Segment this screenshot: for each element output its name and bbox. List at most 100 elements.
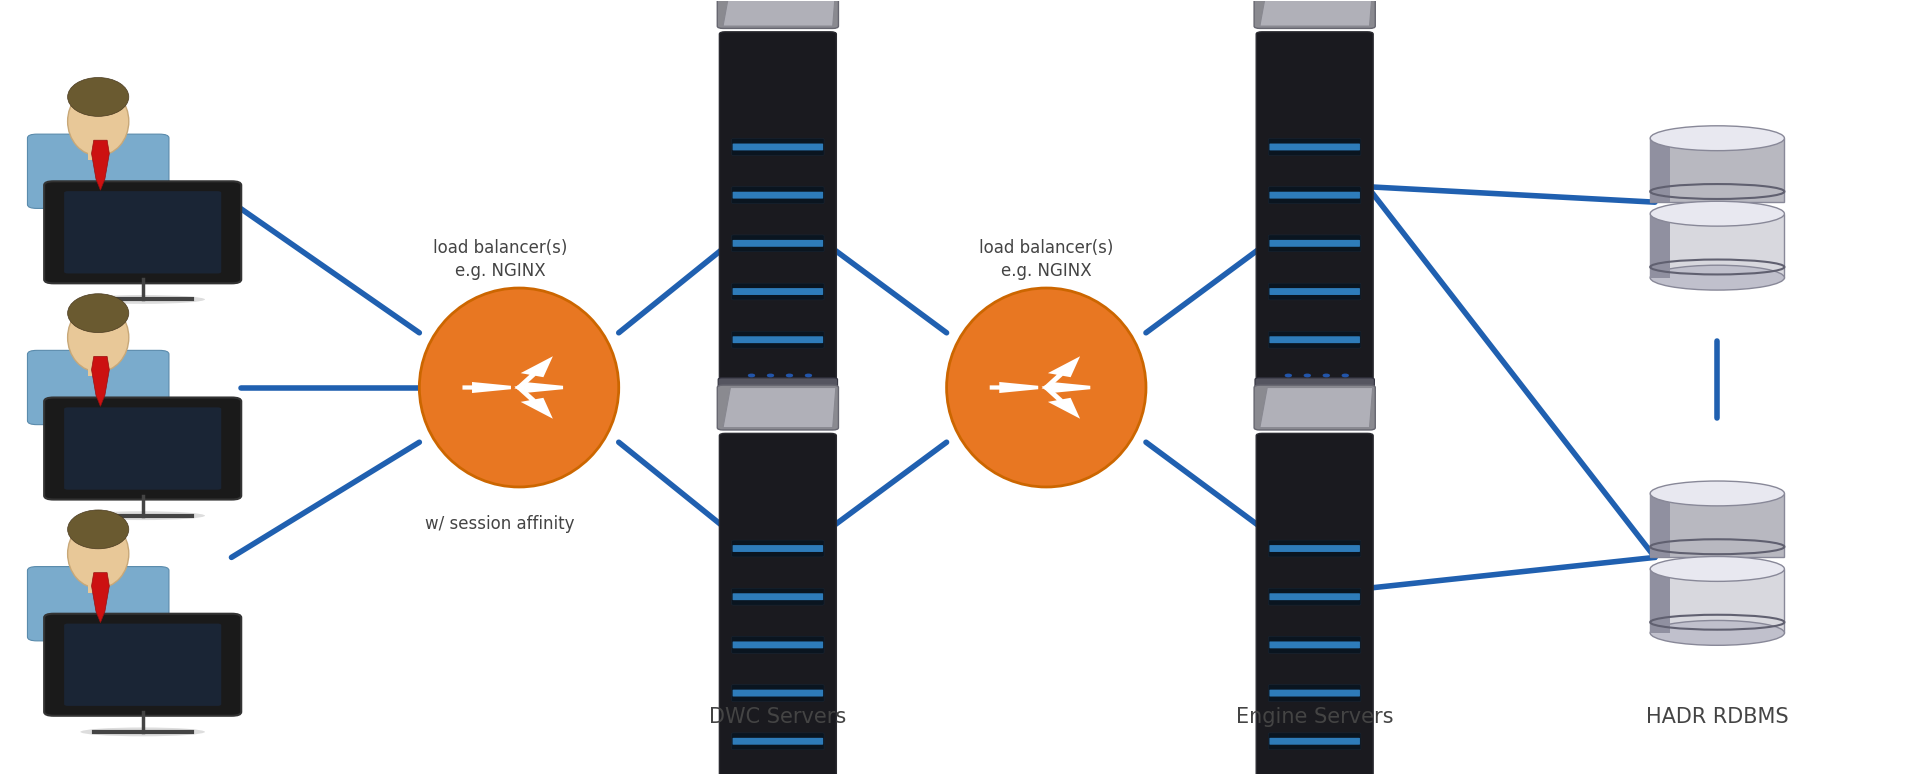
Ellipse shape [1649, 481, 1784, 506]
FancyBboxPatch shape [1649, 138, 1670, 202]
FancyBboxPatch shape [720, 32, 837, 390]
FancyBboxPatch shape [1269, 733, 1361, 749]
FancyArrow shape [518, 360, 549, 388]
FancyBboxPatch shape [27, 350, 169, 425]
Circle shape [787, 374, 793, 377]
FancyBboxPatch shape [720, 433, 837, 775]
Bar [88, 568, 108, 593]
FancyBboxPatch shape [1269, 540, 1361, 557]
FancyBboxPatch shape [732, 235, 824, 252]
Text: load balancer(s): load balancer(s) [432, 239, 566, 257]
Polygon shape [1260, 0, 1373, 26]
FancyBboxPatch shape [1269, 143, 1359, 150]
Ellipse shape [67, 78, 129, 116]
FancyBboxPatch shape [733, 642, 824, 649]
FancyBboxPatch shape [1269, 288, 1359, 295]
FancyBboxPatch shape [733, 545, 824, 552]
Polygon shape [92, 356, 109, 406]
Polygon shape [1260, 388, 1373, 428]
FancyBboxPatch shape [1256, 378, 1375, 401]
FancyBboxPatch shape [44, 614, 242, 716]
FancyBboxPatch shape [1269, 642, 1359, 649]
FancyBboxPatch shape [1269, 684, 1361, 701]
FancyBboxPatch shape [733, 240, 824, 246]
FancyBboxPatch shape [1649, 214, 1670, 277]
Text: Engine Servers: Engine Servers [1236, 708, 1394, 727]
FancyBboxPatch shape [733, 738, 824, 745]
Bar [1649, 138, 1784, 202]
Polygon shape [92, 573, 109, 622]
Text: e.g. NGINX: e.g. NGINX [1000, 262, 1092, 281]
FancyBboxPatch shape [733, 336, 824, 343]
Circle shape [1342, 374, 1348, 377]
FancyArrow shape [991, 384, 1039, 391]
FancyBboxPatch shape [63, 408, 221, 490]
Polygon shape [92, 140, 109, 190]
Text: DWC Servers: DWC Servers [708, 708, 847, 727]
Bar [1649, 494, 1784, 557]
FancyBboxPatch shape [1269, 545, 1359, 552]
FancyBboxPatch shape [732, 139, 824, 155]
FancyBboxPatch shape [44, 398, 242, 500]
FancyBboxPatch shape [1269, 235, 1361, 252]
FancyBboxPatch shape [1269, 332, 1361, 348]
FancyBboxPatch shape [63, 191, 221, 274]
FancyArrow shape [1046, 384, 1091, 391]
Text: load balancer(s): load balancer(s) [979, 239, 1114, 257]
FancyBboxPatch shape [1649, 569, 1670, 633]
FancyBboxPatch shape [1256, 433, 1373, 775]
Circle shape [749, 374, 755, 377]
FancyArrow shape [518, 384, 563, 391]
FancyBboxPatch shape [1269, 636, 1361, 653]
Circle shape [1323, 374, 1329, 377]
FancyArrow shape [465, 384, 511, 391]
FancyBboxPatch shape [733, 191, 824, 198]
Ellipse shape [81, 512, 205, 520]
Ellipse shape [1649, 265, 1784, 290]
Ellipse shape [67, 510, 129, 549]
Circle shape [1304, 374, 1309, 377]
FancyBboxPatch shape [1269, 588, 1361, 605]
FancyBboxPatch shape [732, 684, 824, 701]
FancyBboxPatch shape [1269, 191, 1359, 198]
Polygon shape [724, 0, 835, 26]
FancyBboxPatch shape [63, 624, 221, 706]
Ellipse shape [1649, 621, 1784, 646]
Circle shape [806, 374, 812, 377]
FancyBboxPatch shape [1254, 385, 1375, 430]
FancyBboxPatch shape [1649, 494, 1670, 557]
Ellipse shape [1649, 202, 1784, 226]
Bar [1649, 569, 1784, 633]
FancyBboxPatch shape [1254, 0, 1375, 29]
Ellipse shape [67, 87, 129, 156]
Bar [1649, 214, 1784, 277]
Polygon shape [724, 388, 835, 428]
Ellipse shape [67, 303, 129, 372]
FancyBboxPatch shape [1269, 139, 1361, 155]
Circle shape [1284, 374, 1292, 377]
FancyBboxPatch shape [732, 540, 824, 557]
FancyBboxPatch shape [1269, 594, 1359, 600]
FancyBboxPatch shape [27, 567, 169, 641]
FancyBboxPatch shape [1269, 283, 1361, 300]
FancyBboxPatch shape [1269, 738, 1359, 745]
Ellipse shape [67, 519, 129, 588]
Ellipse shape [1649, 556, 1784, 581]
FancyBboxPatch shape [732, 588, 824, 605]
Ellipse shape [720, 384, 835, 408]
Ellipse shape [419, 288, 618, 487]
FancyBboxPatch shape [732, 283, 824, 300]
Circle shape [768, 374, 774, 377]
Ellipse shape [1258, 384, 1373, 408]
Ellipse shape [1649, 126, 1784, 150]
FancyBboxPatch shape [732, 636, 824, 653]
FancyBboxPatch shape [718, 0, 839, 29]
FancyBboxPatch shape [718, 378, 837, 401]
FancyBboxPatch shape [1269, 187, 1361, 204]
FancyBboxPatch shape [1269, 336, 1359, 343]
Ellipse shape [81, 295, 205, 304]
Text: HADR RDBMS: HADR RDBMS [1645, 708, 1789, 727]
FancyBboxPatch shape [1269, 240, 1359, 246]
FancyArrow shape [518, 388, 549, 415]
Ellipse shape [81, 728, 205, 736]
